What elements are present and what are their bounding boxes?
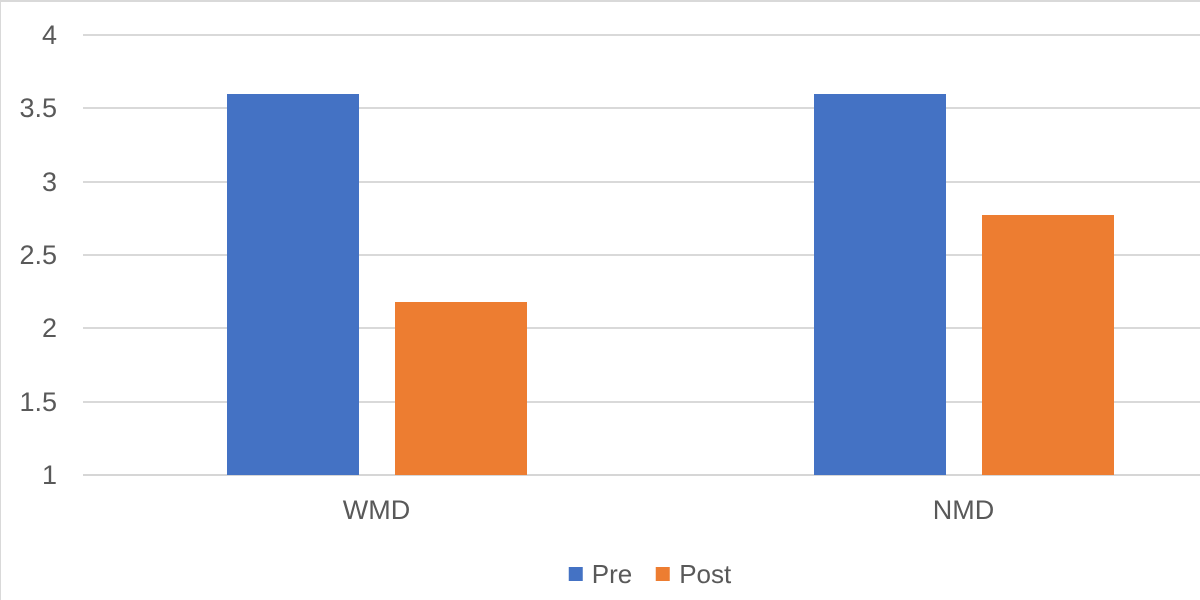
legend-item-pre: Pre [568, 558, 633, 590]
y-tick-label: 2.5 [19, 240, 57, 270]
y-tick-label: 3 [41, 166, 57, 197]
bar-pre-wmd [226, 93, 359, 475]
bar-post-wmd [394, 301, 527, 475]
x-axis-line [83, 474, 1200, 476]
category-label-wmd: WMD [342, 495, 411, 525]
y-tick-label: 3.5 [19, 93, 57, 124]
gridline [83, 254, 1200, 256]
gridline [83, 180, 1200, 183]
gridline [83, 34, 1200, 36]
legend-item-post: Post [656, 558, 731, 590]
y-tick-label: 1.5 [19, 386, 57, 417]
y-tick-label: 2 [41, 313, 57, 344]
gridline [83, 400, 1200, 403]
category-label-nmd: NMD [932, 495, 995, 525]
bar-post-nmd [981, 215, 1114, 475]
legend-swatch-icon [568, 567, 583, 581]
legend-label: Post [679, 559, 732, 589]
legend: Pre Post [568, 558, 731, 590]
bar-pre-nmd [813, 93, 946, 475]
y-tick-label: 4 [41, 20, 57, 50]
gridline [83, 107, 1200, 110]
y-tick-label: 1 [41, 460, 57, 490]
legend-label: Pre [591, 559, 633, 589]
gridline [83, 327, 1200, 330]
legend-swatch-icon [656, 567, 671, 581]
